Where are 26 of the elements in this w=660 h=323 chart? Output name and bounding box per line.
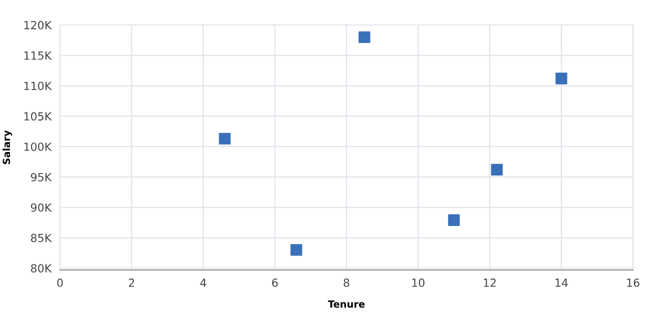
point xyxy=(556,72,568,84)
x-tick-label: 14 xyxy=(556,278,568,287)
point xyxy=(358,31,370,44)
point xyxy=(218,132,231,145)
y-tick-label: 100K xyxy=(24,142,52,151)
y-tick-label: 115K xyxy=(24,52,52,60)
x-tick-label: 2 xyxy=(128,278,134,287)
y-tick-label: 110K xyxy=(24,82,52,90)
y-axis-title: Salary xyxy=(2,130,12,164)
y-tick-label: 105K xyxy=(24,112,52,121)
point xyxy=(290,244,302,256)
point xyxy=(448,214,460,226)
x-tick-label: 16 xyxy=(627,278,640,287)
y-tick-label: 90K xyxy=(30,203,52,212)
y-tick-label: 120K xyxy=(24,20,52,30)
y-tick-label: 85K xyxy=(30,234,52,242)
x-tick-label: 4 xyxy=(200,278,206,287)
x-tick-label: 6 xyxy=(272,278,278,287)
y-tick-label: 95K xyxy=(30,172,52,182)
point xyxy=(491,164,503,176)
x-tick-label: 0 xyxy=(57,278,63,287)
x-axis-title: Tenure xyxy=(328,300,365,308)
x-tick-label: 12 xyxy=(484,278,496,287)
x-tick-label: 10 xyxy=(412,278,424,287)
y-tick-label: 80K xyxy=(30,264,52,273)
x-tick-label: 8 xyxy=(344,278,350,287)
